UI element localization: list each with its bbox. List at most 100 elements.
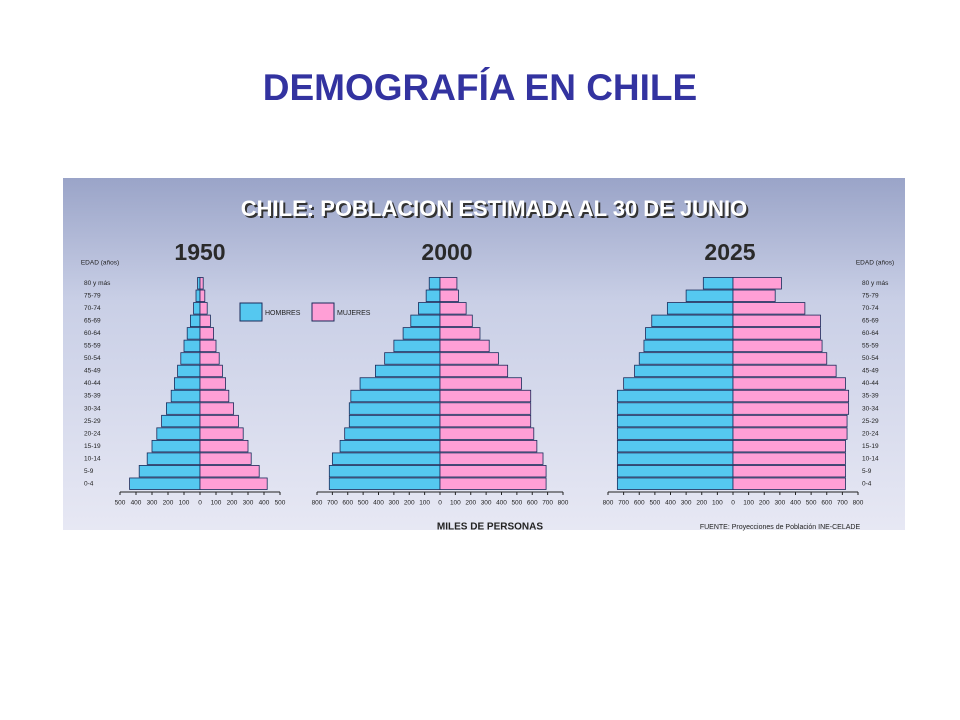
x-axis-label: MILES DE PERSONAS	[437, 522, 543, 533]
age-label: 35-39	[84, 393, 101, 400]
bar-female	[732, 339, 823, 353]
bar-female	[199, 327, 214, 340]
age-label: 75-79	[862, 293, 879, 300]
age-label: 25-29	[84, 418, 101, 425]
bar-female	[732, 477, 846, 490]
x-tick-label: 200	[759, 500, 770, 507]
bar-female	[439, 389, 532, 403]
x-tick-label: 100	[743, 500, 754, 507]
x-tick-label: 300	[243, 500, 254, 507]
x-tick-label: 400	[259, 500, 270, 507]
bar-female	[732, 414, 848, 428]
x-tick-label: 500	[358, 500, 369, 507]
x-tick-label: 700	[327, 500, 338, 507]
panel-title: 2025	[704, 239, 755, 265]
bar-female	[199, 414, 239, 428]
bar-female	[199, 402, 234, 415]
age-label: 75-79	[84, 293, 101, 300]
bar-female	[732, 452, 846, 465]
bar-male	[146, 452, 201, 465]
bar-male	[616, 414, 734, 428]
bar-male	[402, 327, 441, 340]
bar-male	[384, 352, 441, 365]
x-tick-label: 200	[227, 500, 238, 507]
x-tick-label: 400	[665, 500, 676, 507]
bar-male	[170, 389, 201, 403]
bar-female	[199, 389, 230, 403]
bar-female	[199, 465, 260, 478]
x-tick-label: 600	[821, 500, 832, 507]
bar-female	[199, 302, 208, 315]
bar-female	[439, 402, 532, 415]
x-tick-label: 0	[438, 500, 442, 507]
bar-male	[616, 402, 734, 415]
bar-female	[439, 439, 538, 453]
bar-male	[645, 327, 734, 340]
bar-male	[328, 477, 441, 490]
bar-female	[439, 327, 481, 340]
x-tick-label: 200	[465, 500, 476, 507]
bar-male	[195, 289, 201, 302]
age-label: 20-24	[862, 430, 879, 437]
age-label: 70-74	[862, 305, 879, 312]
x-tick-label: 0	[731, 500, 735, 507]
bar-female	[439, 364, 509, 378]
legend-label: MUJERES	[337, 310, 371, 317]
bar-male	[359, 377, 441, 390]
bar-female	[199, 277, 204, 290]
bar-male	[651, 314, 734, 328]
age-label: 55-59	[862, 343, 879, 350]
bar-male	[634, 364, 734, 378]
x-tick-label: 200	[163, 500, 174, 507]
bar-male	[165, 402, 201, 415]
bar-male	[410, 314, 441, 328]
bar-male	[348, 414, 441, 428]
bar-female	[439, 314, 473, 328]
x-tick-label: 500	[806, 500, 817, 507]
bar-male	[193, 302, 201, 315]
bar-male	[425, 289, 441, 302]
age-label: 80 y más	[862, 280, 889, 287]
x-tick-label: 800	[853, 500, 864, 507]
x-tick-label: 600	[634, 500, 645, 507]
x-tick-label: 0	[198, 500, 202, 507]
bar-male	[685, 289, 734, 302]
x-tick-label: 400	[131, 500, 142, 507]
x-tick-label: 300	[681, 500, 692, 507]
x-tick-label: 400	[496, 500, 507, 507]
bar-male	[666, 302, 734, 315]
bar-female	[199, 477, 268, 490]
age-label: 5-9	[862, 468, 872, 475]
bar-male	[189, 314, 201, 328]
bar-female	[732, 389, 850, 403]
bar-male	[616, 477, 734, 490]
image-title-shadow: CHILE: POBLACION ESTIMADA AL 30 DE JUNIO	[243, 198, 749, 223]
bar-female	[439, 277, 458, 290]
panel-title: 1950	[174, 239, 225, 265]
bar-female	[199, 314, 211, 328]
x-tick-label: 300	[147, 500, 158, 507]
x-tick-label: 400	[373, 500, 384, 507]
age-label: 60-64	[84, 330, 101, 337]
bar-female	[732, 439, 846, 453]
legend-label: HOMBRES	[265, 310, 301, 317]
bar-male	[129, 477, 201, 490]
x-tick-label: 800	[312, 500, 323, 507]
y-axis-label: EDAD (años)	[856, 260, 894, 267]
bar-female	[199, 452, 252, 465]
image-title: CHILE: POBLACION ESTIMADA AL 30 DE JUNIO	[241, 196, 747, 221]
bar-male	[173, 377, 201, 390]
age-label: 35-39	[862, 393, 879, 400]
bar-male	[180, 352, 201, 365]
bar-male	[616, 465, 734, 478]
bar-female	[439, 377, 522, 390]
age-label: 45-49	[84, 368, 101, 375]
bar-female	[732, 352, 828, 365]
bar-female	[732, 364, 837, 378]
bar-male	[331, 452, 441, 465]
bar-female	[732, 289, 776, 302]
y-axis-label: EDAD (años)	[81, 260, 119, 267]
age-label: 5-9	[84, 468, 94, 475]
age-label: 10-14	[862, 455, 879, 462]
age-label: 20-24	[84, 430, 101, 437]
